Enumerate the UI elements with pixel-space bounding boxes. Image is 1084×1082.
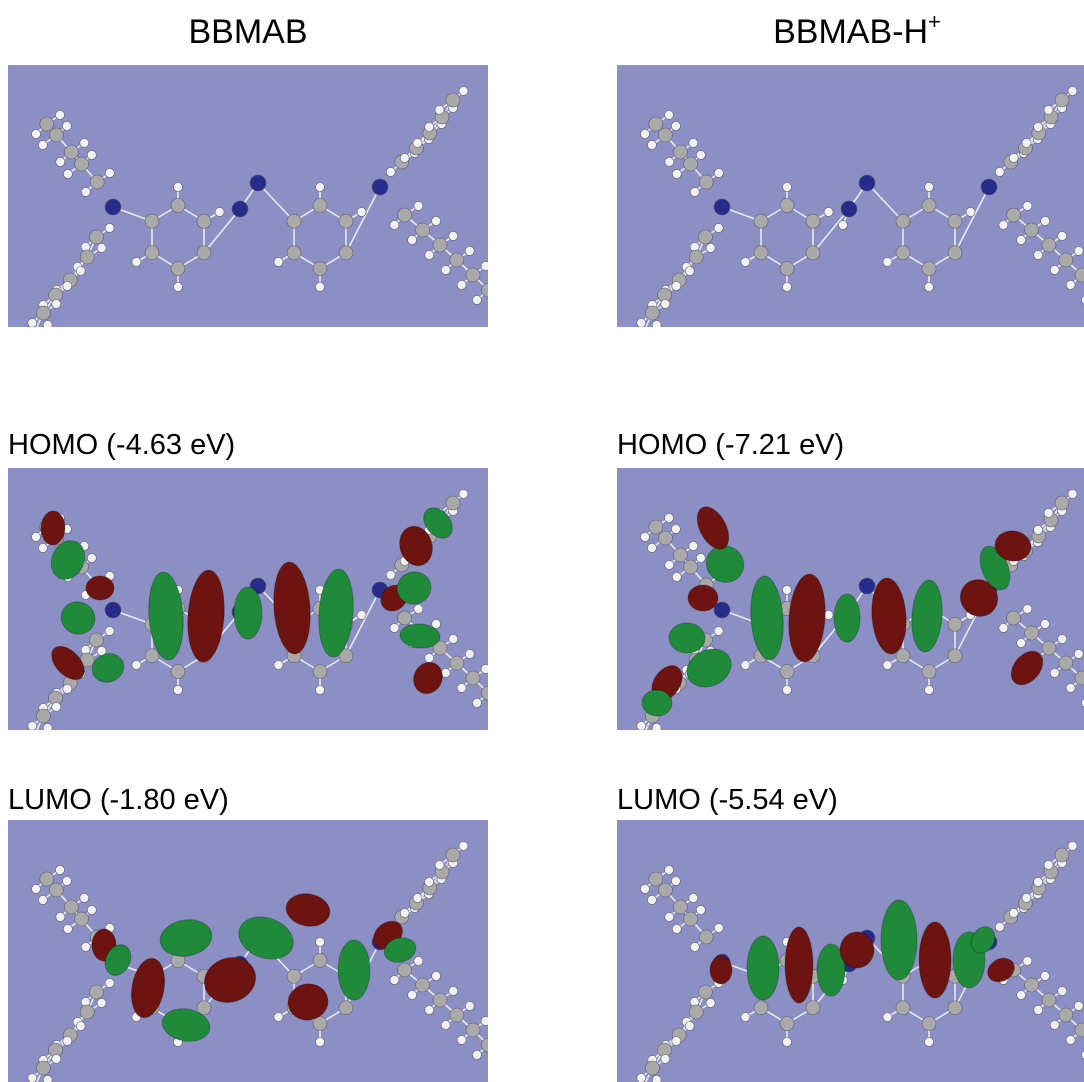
- homo-label-bbmab-h: HOMO (-7.21 eV): [617, 428, 844, 462]
- lumo-orbital-image-bbmab-h: [617, 820, 1084, 1082]
- homo-label-bbmab: HOMO (-4.63 eV): [8, 428, 235, 462]
- lumo-panel-bbmab-h: [617, 820, 1084, 1082]
- lumo-orbital-image-bbmab: [8, 820, 488, 1082]
- structure-image-bbmab: [8, 65, 488, 327]
- column-title-bbmab: BBMAB: [8, 12, 488, 52]
- homo-panel-bbmab-h: [617, 468, 1084, 730]
- homo-panel-bbmab: [8, 468, 488, 730]
- structure-panel-bbmab: [8, 65, 488, 327]
- lumo-panel-bbmab: [8, 820, 488, 1082]
- homo-orbital-image-bbmab-h: [617, 468, 1084, 730]
- structure-image-bbmab-h: [617, 65, 1084, 327]
- lumo-label-bbmab-h: LUMO (-5.54 eV): [617, 783, 838, 817]
- column-title-text: BBMAB-H: [773, 13, 928, 51]
- lumo-label-bbmab: LUMO (-1.80 eV): [8, 783, 229, 817]
- column-title-superscript: +: [928, 9, 941, 34]
- structure-panel-bbmab-h: [617, 65, 1084, 327]
- column-title-bbmab-h: BBMAB-H+: [617, 12, 1084, 52]
- homo-orbital-image-bbmab: [8, 468, 488, 730]
- column-title-text: BBMAB: [188, 13, 307, 51]
